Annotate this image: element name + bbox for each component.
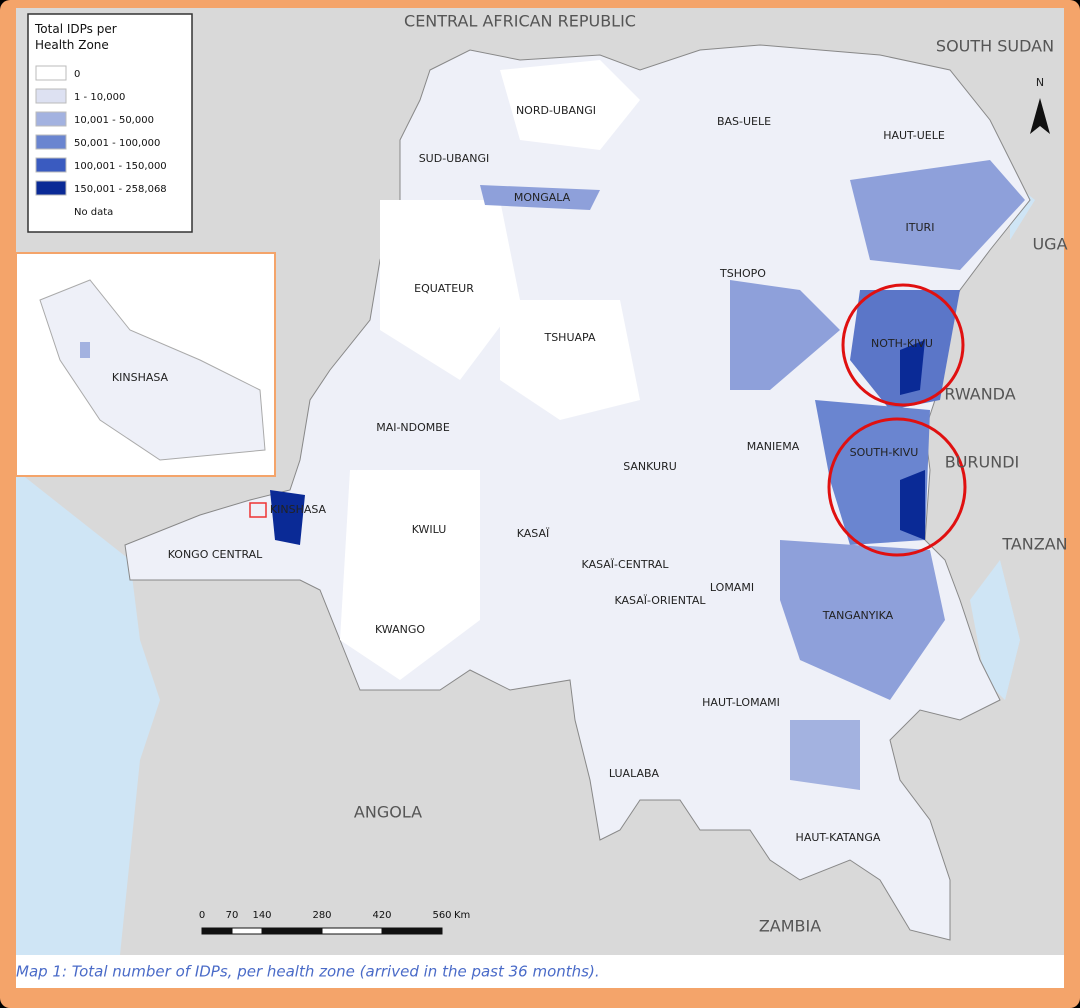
country-label: ZAMBIA: [759, 917, 821, 936]
country-label: ANGOLA: [354, 803, 422, 822]
province-label: HAUT-KATANGA: [796, 831, 881, 844]
legend-swatch: [35, 134, 67, 150]
region-fill: [500, 60, 640, 150]
region-fill: [790, 720, 860, 790]
province-label: KWANGO: [375, 623, 425, 636]
country-label: SOUTH SUDAN: [936, 37, 1054, 56]
province-label: KWILU: [412, 523, 447, 536]
scale-segment: [261, 927, 323, 935]
north-label: N: [1036, 76, 1044, 89]
province-label: TANGANYIKA: [822, 609, 894, 622]
country-label: BURUNDI: [945, 453, 1020, 472]
highlight-circle: [841, 283, 965, 407]
scale-segment: [321, 927, 383, 935]
country-label: UGA: [1032, 235, 1067, 254]
scale-label: 560: [432, 910, 451, 921]
inset-outline: [39, 279, 266, 461]
legend: Total IDPs per Health Zone 0 1 - 10,000 10,0…: [34, 22, 167, 218]
legend-swatch: [35, 157, 67, 173]
highlight-circle: [827, 417, 967, 557]
region-fill: [850, 160, 1025, 270]
province-label: TSHUAPA: [543, 331, 595, 344]
province-label: SOUTH-KIVU: [850, 446, 919, 459]
province-label: MONGALA: [514, 191, 571, 204]
province-label: BAS-UELE: [717, 115, 771, 128]
inset-fill: [80, 342, 90, 358]
labels: CENTRAL AFRICAN REPUBLIC SOUTH SUDAN UGA RW…: [168, 12, 1068, 936]
caption: Map 1: Total number of IDPs, per health …: [16, 963, 600, 981]
inset-label: KINSHASA: [112, 371, 169, 384]
scale-segment: [201, 927, 233, 935]
province-label: KASAÏ-ORIENTAL: [614, 594, 706, 607]
scale-label: 280: [312, 910, 331, 921]
province-label: LUALABA: [609, 767, 660, 780]
legend-label: 50,001 - 100,000: [74, 138, 160, 149]
north-arrow: [1030, 98, 1050, 134]
ocean: [16, 470, 160, 955]
country-outline: [124, 44, 1031, 941]
province-label: KASAÏ-CENTRAL: [582, 558, 670, 571]
province-label: LOMAMI: [710, 581, 754, 594]
province-label: KINSHASA: [270, 503, 327, 516]
legend-swatch: [35, 111, 67, 127]
region-fill: [900, 470, 925, 540]
legend-swatch: [35, 180, 67, 196]
country-label: CENTRAL AFRICAN REPUBLIC: [404, 12, 636, 31]
legend-swatch: [35, 65, 67, 81]
scale-label: 0: [199, 910, 205, 921]
province-label: TSHOPO: [719, 267, 766, 280]
scale-label: 70: [226, 910, 239, 921]
region-fill: [380, 200, 520, 380]
region-fill: [500, 300, 640, 420]
inset-locator: [249, 502, 267, 518]
legend-title: Total IDPs per: [34, 22, 117, 36]
scale-unit: Km: [454, 910, 470, 921]
province-label: HAUT-LOMAMI: [702, 696, 780, 709]
scale-label: 140: [252, 910, 271, 921]
province-label: HAUT-UELE: [883, 129, 945, 142]
scale-segment: [231, 927, 263, 935]
legend-title: Health Zone: [35, 38, 109, 52]
caption-box: [16, 955, 1064, 988]
province-label: SUD-UBANGI: [419, 152, 490, 165]
legend-label: No data: [74, 207, 113, 218]
legend-label: 150,001 - 258,068: [74, 184, 167, 195]
legend-label: 100,001 - 150,000: [74, 161, 167, 172]
country-label: TANZAN: [1001, 535, 1067, 554]
legend-label: 10,001 - 50,000: [74, 115, 154, 126]
region-fill: [780, 540, 945, 700]
region-fill: [480, 185, 600, 210]
province-label: KASAÏ: [517, 527, 550, 540]
province-label: ITURI: [906, 221, 935, 234]
region-fill: [900, 340, 925, 395]
province-label: NOTH-KIVU: [871, 337, 933, 350]
legend-swatch: [35, 88, 67, 104]
province-label: MANIEMA: [747, 440, 800, 453]
scale-bar: 0 70 140 280 420 560 Km: [199, 910, 470, 935]
province-label: KONGO CENTRAL: [168, 548, 263, 561]
scale-label: 420: [372, 910, 391, 921]
province-label: MAI-NDOMBE: [376, 421, 450, 434]
region-fill: [270, 490, 305, 545]
country-label: RWANDA: [944, 385, 1015, 404]
scale-segment: [381, 927, 443, 935]
legend-label: 1 - 10,000: [74, 92, 125, 103]
region-fill: [730, 280, 840, 390]
legend-label: 0: [74, 69, 80, 80]
province-label: NORD-UBANGI: [516, 104, 596, 117]
province-label: SANKURU: [623, 460, 677, 473]
province-label: EQUATEUR: [414, 282, 474, 295]
region-fill: [340, 470, 480, 680]
